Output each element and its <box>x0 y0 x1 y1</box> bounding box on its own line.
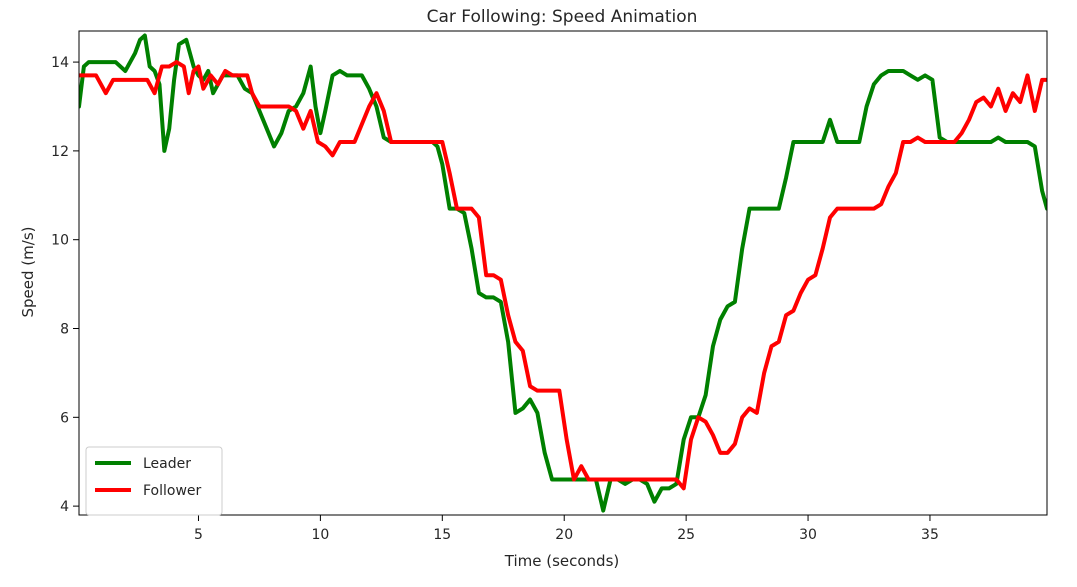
x-tick-label: 30 <box>799 527 817 543</box>
x-tick-label: 35 <box>921 527 939 543</box>
y-tick-label: 10 <box>51 233 69 249</box>
y-tick-label: 12 <box>51 144 69 160</box>
series-line-follower <box>79 60 1047 491</box>
series-line-leader <box>79 33 1047 513</box>
chart-title: Car Following: Speed Animation <box>427 7 698 27</box>
legend-label-leader: Leader <box>143 456 191 472</box>
series-lines <box>79 33 1047 513</box>
legend-label-follower: Follower <box>143 483 202 499</box>
x-tick-label: 10 <box>311 527 329 543</box>
plot-background <box>79 31 1047 515</box>
y-tick-label: 14 <box>51 55 69 71</box>
x-tick-label: 15 <box>433 527 451 543</box>
y-tick-label: 4 <box>60 499 69 515</box>
legend: Leader Follower <box>85 446 223 516</box>
y-axis-label: Speed (m/s) <box>19 227 37 318</box>
x-tick-label: 20 <box>555 527 573 543</box>
y-tick-label: 6 <box>60 410 69 426</box>
axes-frame <box>78 30 1048 516</box>
plot-area <box>79 31 1047 515</box>
x-tick-label: 5 <box>194 527 203 543</box>
axes: 5 10 15 20 25 30 35 4 6 8 10 12 14 <box>51 30 1048 543</box>
x-tick-label: 25 <box>677 527 695 543</box>
y-tick-label: 8 <box>60 322 69 338</box>
x-axis-label: Time (seconds) <box>504 552 620 570</box>
